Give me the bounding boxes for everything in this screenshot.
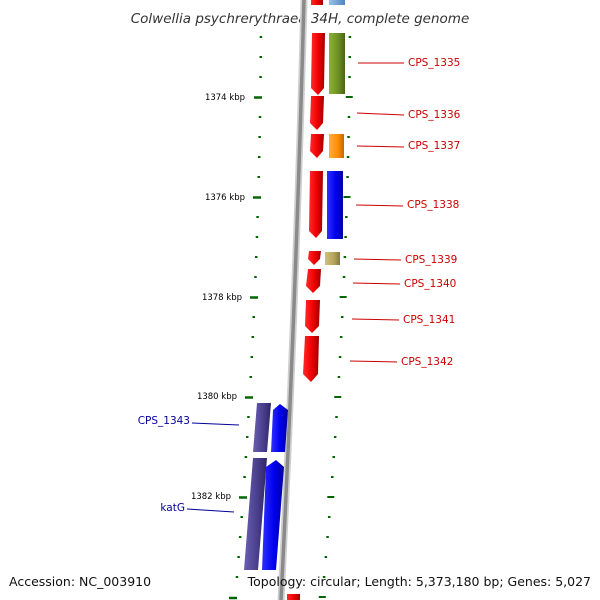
gene-label-cps-1341: CPS_1341 (351, 314, 455, 326)
gene-label-cps-1340: CPS_1340 (352, 278, 456, 290)
gene-arrow-top (311, 0, 323, 5)
gene-arrow-katg (262, 460, 284, 570)
gene-arrows-reverse (244, 403, 288, 570)
gene-label-cps-1339: CPS_1339 (353, 254, 457, 266)
cog-box-cps-1343 (253, 403, 271, 452)
gene-arrow-cps-1339 (308, 251, 321, 265)
gene-label-text: CPS_1340 (404, 278, 456, 290)
tick-label: 1378 kbp (202, 293, 242, 303)
scale-tick-1382: 1382 kbp (191, 492, 247, 502)
scale-tick-1378: 1378 kbp (202, 293, 258, 303)
gene-label-cps-1343: CPS_1343 (138, 415, 240, 427)
scale-tick-1376: 1376 kbp (205, 193, 261, 203)
accession-text: Accession: NC_003910 (9, 574, 151, 589)
gene-label-text: CPS_1335 (408, 57, 460, 69)
cog-box-cps-1339 (325, 252, 340, 265)
gene-cog-boxes (325, 0, 345, 265)
gene-label-cps-1338: CPS_1338 (355, 199, 459, 211)
gene-label-cps-1335: CPS_1335 (358, 57, 460, 69)
gene-arrow-bottom (287, 594, 300, 600)
gene-label-text: katG (160, 502, 185, 514)
gene-label-katg: katG (160, 502, 235, 514)
gene-arrow-cps-1340 (306, 269, 321, 293)
tick-label: 1376 kbp (205, 193, 245, 203)
gene-arrow-cps-1338 (309, 171, 323, 238)
scale-ring-inner (235, 36, 263, 578)
cog-box-top (329, 0, 345, 5)
gene-label-cps-1337: CPS_1337 (356, 140, 460, 152)
cog-box-cps-1338 (327, 171, 343, 239)
tick-label: 1374 kbp (205, 93, 245, 103)
gene-arrow-cps-1341 (305, 300, 320, 333)
gene-arrow-cps-1342 (303, 336, 319, 382)
scale-tick-1380: 1380 kbp (197, 392, 253, 402)
gene-label-cps-1342: CPS_1342 (349, 356, 453, 368)
gene-arrow-cps-1337 (310, 134, 324, 158)
genome-summary-text: Topology: circular; Length: 5,373,180 bp… (247, 574, 591, 589)
gene-arrows-forward (287, 0, 325, 600)
gene-label-text: CPS_1337 (408, 140, 460, 152)
gene-label-text: CPS_1342 (401, 356, 453, 368)
gene-arrow-cps-1336 (310, 96, 324, 130)
cog-box-katg (244, 458, 267, 570)
tick-label: 1382 kbp (191, 492, 231, 502)
scale-ring-outer (318, 36, 353, 598)
genome-backbone-line (279, 0, 306, 600)
gene-label-text: CPS_1336 (408, 109, 461, 121)
cog-box-cps-1335 (329, 33, 345, 94)
gene-label-text: CPS_1338 (407, 199, 459, 211)
gene-label-text: CPS_1341 (403, 314, 455, 326)
gene-label-text: CPS_1343 (138, 415, 190, 427)
gene-arrow-cps-1343 (271, 404, 288, 452)
gene-label-cps-1336: CPS_1336 (356, 109, 461, 121)
tick-label: 1380 kbp (197, 392, 237, 402)
cog-box-cps-1337 (329, 134, 344, 158)
scale-tick-1374: 1374 kbp (205, 93, 262, 103)
gene-label-text: CPS_1339 (405, 254, 457, 266)
gene-arrow-cps-1335 (311, 33, 325, 95)
